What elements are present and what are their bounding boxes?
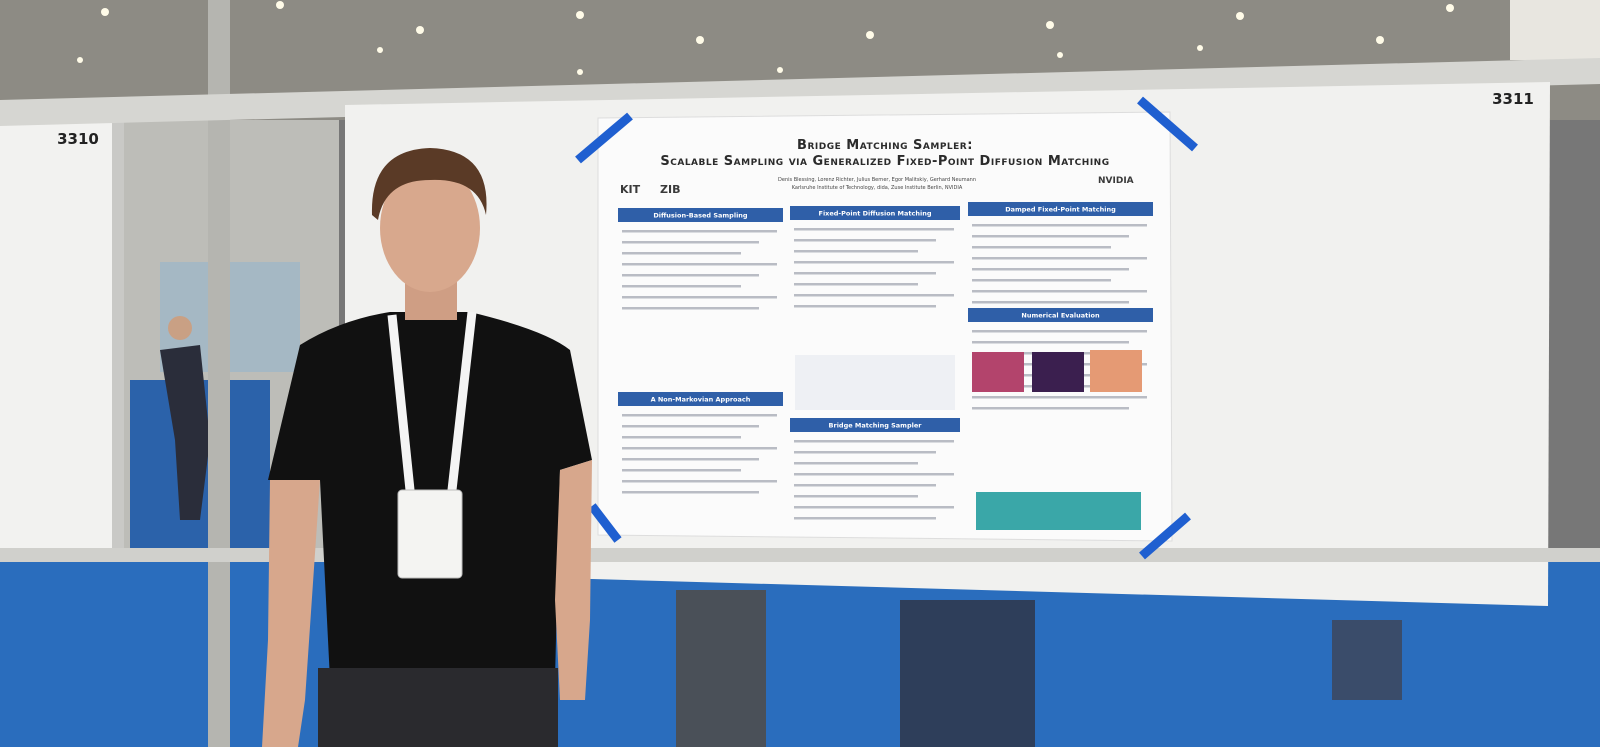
section-header-bar	[968, 308, 1153, 322]
poster-text-line	[794, 250, 918, 253]
board-number: 3311	[1492, 90, 1534, 108]
poster-text-line	[972, 396, 1147, 399]
poster-text-line	[972, 330, 1147, 333]
section-header-bar	[790, 418, 960, 432]
section-header-bar	[968, 202, 1153, 216]
presenter-arm	[262, 480, 320, 747]
poster-figure	[795, 355, 955, 410]
poster-text-line	[622, 285, 741, 288]
poster-text-line	[794, 305, 936, 308]
poster-text-line	[622, 252, 741, 255]
person-legs	[676, 590, 766, 747]
poster-text-line	[622, 307, 759, 310]
poster-text-line	[972, 224, 1147, 227]
presenter-hair	[371, 148, 487, 220]
poster-text-line	[794, 517, 936, 520]
person-legs	[1332, 620, 1402, 700]
tape	[575, 96, 1198, 560]
logo: ZIB	[660, 183, 680, 196]
poster-text-line	[622, 447, 777, 450]
badge	[397, 489, 463, 579]
section-header: Diffusion-Based Sampling	[653, 212, 748, 220]
ceiling-lights	[77, 1, 1454, 75]
poster-text-line	[622, 414, 777, 417]
pillar	[1510, 0, 1600, 60]
frame-post	[112, 110, 124, 560]
section-header-bar	[618, 392, 783, 406]
poster-text-line	[794, 484, 936, 487]
poster-text-line	[622, 480, 777, 483]
poster-text-line	[794, 294, 954, 297]
section-header: A Non-Markovian Approach	[651, 396, 751, 404]
poster-text-line	[794, 495, 918, 498]
poster-figure	[976, 492, 1141, 530]
section-header-bar	[618, 208, 783, 222]
poster-text-line	[794, 283, 918, 286]
poster-text-line	[794, 228, 954, 231]
section-header: Numerical Evaluation	[1021, 312, 1100, 320]
presenter-arm	[555, 460, 592, 700]
section-header: Bridge Matching Sampler	[829, 422, 923, 430]
poster-text-line	[622, 263, 777, 266]
poster-text-line	[972, 301, 1129, 304]
poster-text-line	[622, 296, 777, 299]
poster-text-line	[622, 436, 741, 439]
lanyard	[387, 311, 477, 491]
section-header-bar	[790, 206, 960, 220]
poster-figure	[1090, 350, 1142, 392]
poster-authors: Denis Blessing, Lorenz Richter, Julius B…	[778, 177, 976, 183]
section-header: Damped Fixed-Point Matching	[1005, 206, 1116, 214]
poster-subtitle: Scalable Sampling via Generalized Fixed-…	[660, 154, 1109, 169]
poster-text-line	[972, 268, 1129, 271]
poster-text-line	[972, 235, 1129, 238]
poster-text-line	[972, 341, 1129, 344]
distant-person	[160, 345, 210, 520]
poster-text-line	[794, 440, 954, 443]
poster-figure	[1032, 352, 1084, 392]
presenter-face	[380, 164, 480, 292]
person-legs	[900, 600, 1035, 747]
poster-text-line	[972, 290, 1147, 293]
poster-text-line	[622, 241, 759, 244]
poster-text-line	[972, 279, 1111, 282]
poster-text-line	[972, 407, 1129, 410]
logo: KIT	[620, 183, 641, 196]
poster-text-line	[794, 239, 936, 242]
poster-figure	[972, 352, 1024, 392]
section-header: Fixed-Point Diffusion Matching	[819, 210, 932, 218]
logo: NVIDIA	[1098, 176, 1134, 186]
left-board	[0, 120, 112, 550]
poster-text-line	[794, 462, 918, 465]
presenter-jeans	[318, 668, 558, 747]
poster-text-line	[622, 274, 759, 277]
distant-person-head	[168, 316, 192, 340]
poster-title: Bridge Matching Sampler:	[797, 138, 973, 153]
poster-text-line	[794, 506, 954, 509]
board-number: 3310	[57, 130, 99, 148]
poster-text-line	[622, 491, 759, 494]
poster-text-line	[794, 473, 954, 476]
poster-text-line	[622, 469, 741, 472]
poster-text-line	[972, 246, 1111, 249]
poster-text-line	[794, 451, 936, 454]
poster-text-line	[972, 257, 1147, 260]
poster-affiliations: Karlsruhe Institute of Technology, dida,…	[792, 185, 963, 191]
poster-text-line	[622, 230, 777, 233]
poster-text-line	[622, 458, 759, 461]
poster-text-line	[794, 272, 936, 275]
board-bottom-rail	[0, 548, 1600, 562]
poster-text-line	[622, 425, 759, 428]
poster-text-line	[794, 261, 954, 264]
